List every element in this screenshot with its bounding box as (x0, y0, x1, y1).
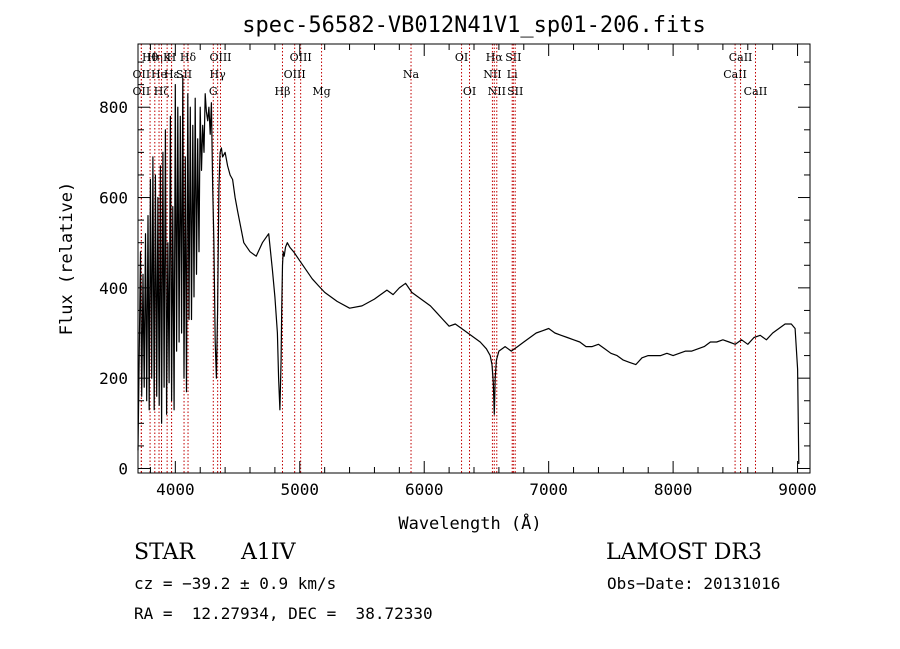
line-label-11: G (209, 85, 218, 98)
x-tick-label-8000: 8000 (654, 480, 693, 499)
line-label-20: OI (463, 85, 476, 98)
line-label-1: OII (133, 85, 151, 98)
spectrum-line (137, 74, 800, 465)
line-label-25: SII (505, 51, 521, 64)
line-label-27: CaII (723, 68, 747, 81)
line-label-29: CaII (744, 85, 768, 98)
x-tick-label-4000: 4000 (156, 480, 195, 499)
line-label-7: H (167, 51, 177, 64)
observation-date: Obs−Date: 20131016 (607, 574, 781, 593)
line-label-26: SII (507, 85, 523, 98)
line-label-22: Hα (486, 51, 504, 64)
line-label-2: Hθ (142, 51, 159, 64)
line-label-13: OIII (209, 51, 231, 64)
object-subclass: A1IV (241, 540, 296, 565)
y-tick-label-400: 400 (99, 279, 128, 298)
line-label-16: OIII (290, 51, 312, 64)
x-tick-label-7000: 7000 (529, 480, 568, 499)
line-label-12: Hγ (210, 68, 227, 81)
y-tick-label-600: 600 (99, 189, 128, 208)
line-label-17: Mg (312, 85, 330, 98)
y-axis-label: Flux (relative) (57, 182, 77, 336)
x-tick-label-6000: 6000 (405, 480, 444, 499)
x-tick-label-9000: 9000 (778, 480, 817, 499)
line-label-24: Li (507, 68, 518, 81)
plot-frame (137, 43, 811, 474)
object-class: STAR (134, 540, 195, 565)
line-label-6: K (163, 51, 172, 64)
chart-title: spec-56582-VB012N41V1_sp01-206.fits (242, 13, 706, 38)
line-label-21: NII (483, 68, 501, 81)
y-tick-label-800: 800 (99, 98, 128, 117)
survey-label: LAMOST DR3 (606, 540, 762, 565)
redshift-velocity: cz = −39.2 ± 0.9 km/s (134, 574, 337, 593)
line-label-14: Hβ (275, 85, 291, 98)
line-label-0: OII (133, 68, 151, 81)
line-label-8: Hε (164, 68, 180, 81)
line-label-18: Na (403, 68, 420, 81)
x-axis-label: Wavelength (Å) (398, 512, 541, 534)
line-label-28: CaII (729, 51, 753, 64)
y-tick-label-200: 200 (99, 369, 128, 388)
line-label-4: He (151, 68, 167, 81)
line-label-15: OIII (284, 68, 306, 81)
line-label-19: OI (455, 51, 468, 64)
line-label-9: SII (176, 68, 192, 81)
line-label-5: Hζ (154, 85, 170, 98)
line-label-23: NII (488, 85, 506, 98)
sky-coordinates: RA = 12.27934, DEC = 38.72330 (134, 604, 433, 623)
x-tick-label-5000: 5000 (281, 480, 320, 499)
line-label-10: Hδ (180, 51, 197, 64)
y-tick-label-0: 0 (118, 459, 128, 478)
line-label-3: Hη (147, 51, 163, 64)
